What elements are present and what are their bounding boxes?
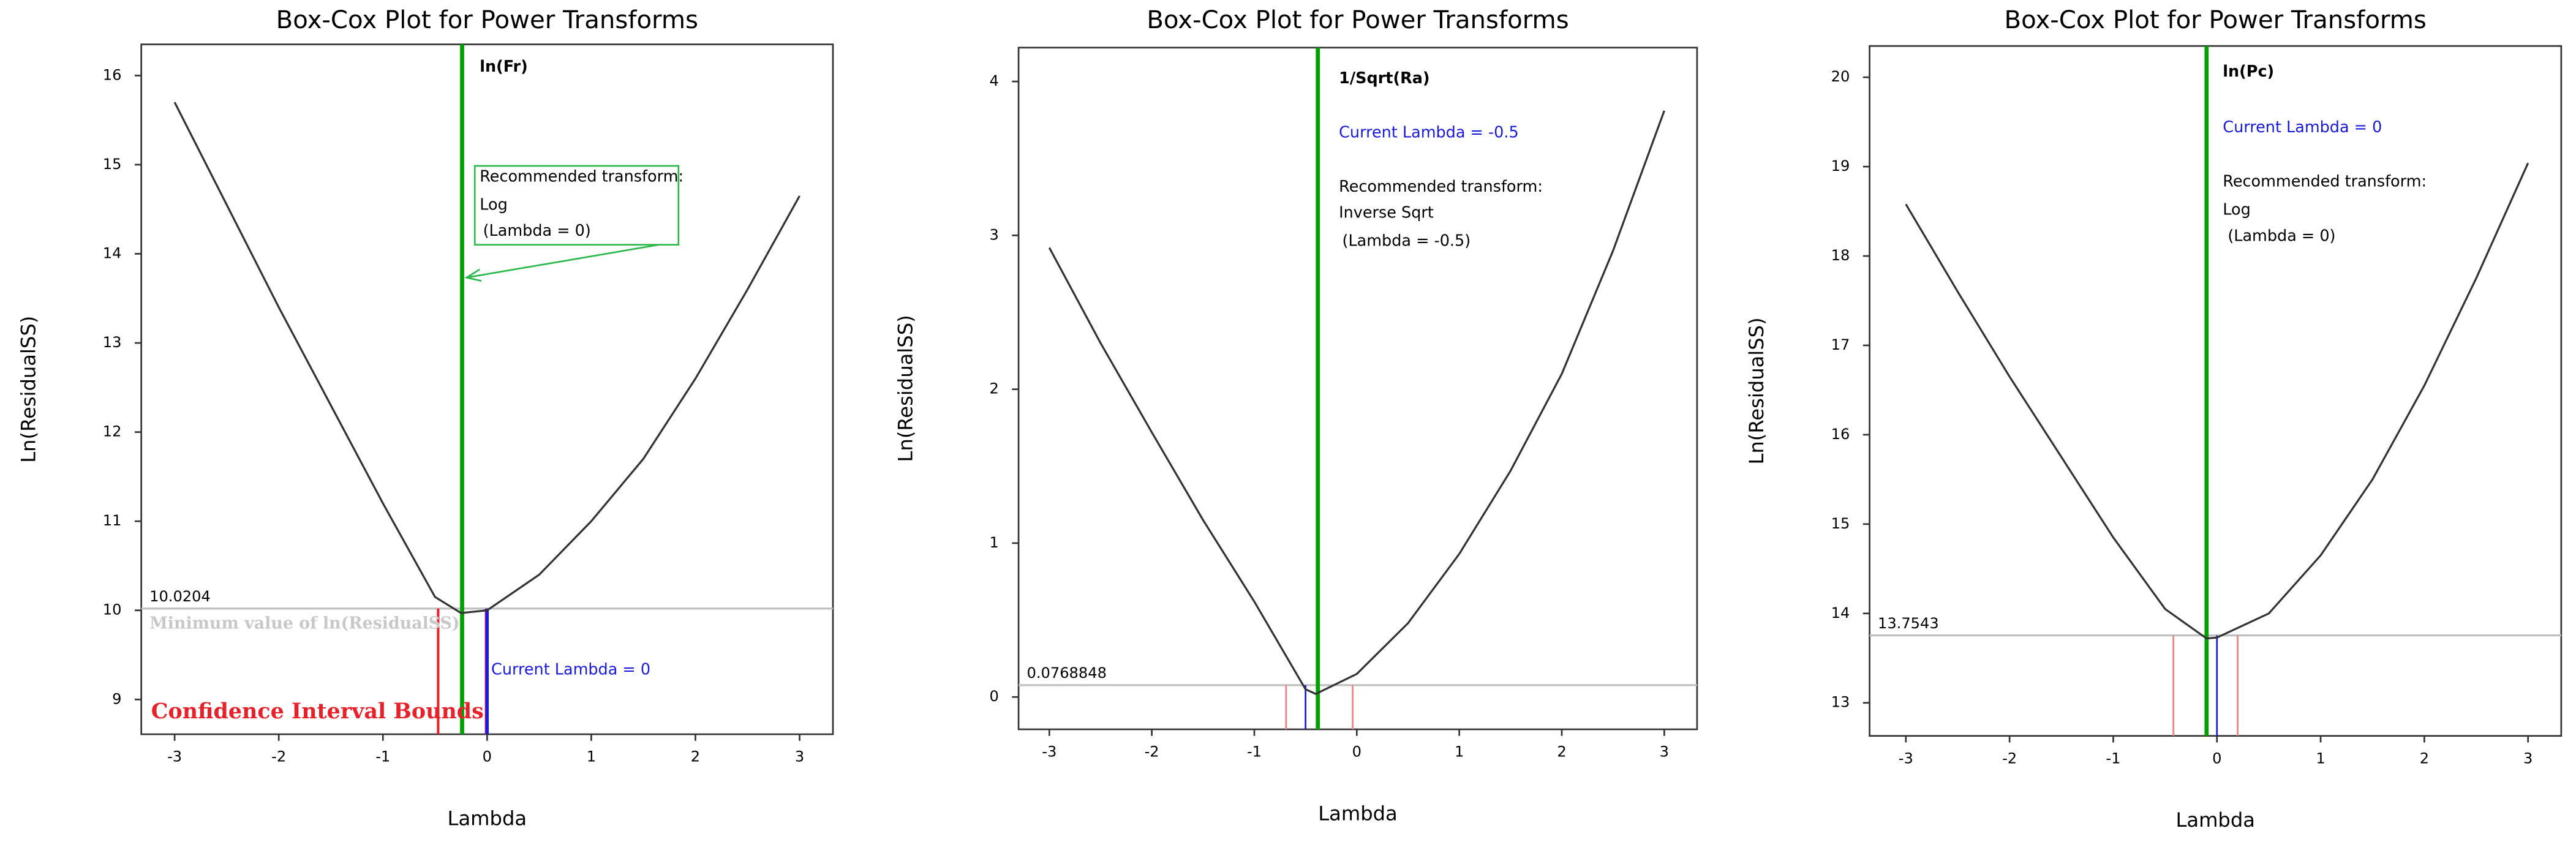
- chart-title: Box-Cox Plot for Power Transforms: [1147, 6, 1569, 34]
- y-tick-label: 12: [103, 423, 122, 440]
- recommend-transform: Log: [2223, 200, 2250, 219]
- min-label: Minimum value of ln(ResidualSS): [149, 614, 460, 633]
- x-tick-label: -3: [1042, 743, 1056, 761]
- y-axis-label: Ln(ResidualSS): [894, 315, 917, 462]
- y-tick-label: 0: [990, 688, 999, 705]
- current-lambda-label: Current Lambda = 0: [491, 660, 650, 678]
- recommend-lambda: (Lambda = -0.5): [1343, 231, 1471, 250]
- x-tick-label: 3: [795, 748, 804, 765]
- recommend-transform: Log: [480, 195, 508, 214]
- boxcox-curve: [1905, 162, 2529, 640]
- y-axis-label: Ln(ResidualSS): [17, 316, 40, 463]
- y-tick-label: 13: [1831, 694, 1850, 711]
- chart: Box-Cox Plot for Power Transforms Lambda L…: [1745, 6, 2563, 832]
- recommend-heading: Recommended transform:: [1339, 178, 1543, 196]
- x-tick-label: 1: [2316, 750, 2325, 767]
- x-tick-label: -1: [1247, 743, 1262, 761]
- response-label: 1/Sqrt(Ra): [1339, 69, 1429, 88]
- y-tick-label: 15: [103, 156, 122, 173]
- x-tick-label: 2: [1557, 743, 1566, 761]
- x-tick-label: 0: [483, 748, 492, 765]
- minimum-value-label: 13.7543: [1878, 615, 1939, 632]
- x-tick-label: -2: [271, 748, 286, 765]
- x-tick-label: 3: [2523, 750, 2533, 767]
- x-tick-label: -3: [167, 748, 182, 765]
- y-tick-label: 3: [990, 226, 999, 243]
- y-tick-label: 13: [103, 334, 122, 351]
- plot-frame: [1869, 45, 2563, 737]
- y-tick-label: 20: [1831, 68, 1850, 85]
- recommend-transform: Inverse Sqrt: [1339, 204, 1434, 222]
- x-tick-label: 2: [2420, 750, 2429, 767]
- chart-3-annotations: ln(Pc) Current Lambda = 0 Recommended tr…: [2223, 62, 2427, 245]
- chart: Box-Cox Plot for Power Transforms Lambda L…: [17, 6, 834, 830]
- response-label: ln(Pc): [2223, 62, 2274, 81]
- x-tick-label: 1: [587, 748, 596, 765]
- plot-frame: [1017, 47, 1698, 731]
- y-tick-label: 1: [990, 534, 999, 551]
- y-tick-label: 11: [103, 512, 122, 529]
- arrow: [466, 244, 659, 279]
- x-axis-label: Lambda: [1318, 802, 1398, 825]
- boxcox-curve: [1048, 110, 1665, 695]
- x-axis-label: Lambda: [448, 807, 527, 830]
- minimum-value-label: 0.0768848: [1026, 664, 1106, 682]
- current-lambda-label: Current Lambda = -0.5: [1339, 123, 1519, 141]
- x-tick-label: -2: [2002, 750, 2017, 767]
- arrow-head: [464, 268, 482, 282]
- recommend-heading: Recommended transform:: [480, 168, 684, 186]
- y-tick-label: 15: [1831, 515, 1850, 532]
- x-tick-label: 2: [691, 748, 700, 765]
- response-label: ln(Fr): [480, 58, 527, 76]
- x-tick-label: 0: [2212, 750, 2221, 767]
- chart: Box-Cox Plot for Power Transforms Lambda L…: [894, 6, 1698, 825]
- y-tick-label: 16: [1831, 426, 1850, 443]
- y-tick-label: 19: [1831, 157, 1850, 175]
- y-tick-label: 16: [103, 66, 122, 83]
- minimum-value-label: 10.0204: [149, 588, 211, 605]
- recommend-lambda: (Lambda = 0): [483, 222, 591, 240]
- x-tick-label: 1: [1455, 743, 1464, 761]
- current-lambda-label: Current Lambda = 0: [2223, 118, 2382, 137]
- ci-label: Confidence Interval Bounds: [151, 699, 484, 724]
- y-tick-label: 2: [990, 380, 999, 397]
- y-tick-label: 18: [1831, 247, 1850, 264]
- chart-title: Box-Cox Plot for Power Transforms: [276, 6, 698, 34]
- x-tick-label: -3: [1899, 750, 1913, 767]
- chart-title: Box-Cox Plot for Power Transforms: [2005, 6, 2427, 34]
- x-tick-label: 0: [1352, 743, 1361, 761]
- y-tick-label: 17: [1831, 336, 1850, 353]
- x-tick-label: -1: [375, 748, 390, 765]
- recommend-lambda: (Lambda = 0): [2228, 227, 2335, 245]
- y-tick-label: 10: [103, 601, 122, 618]
- x-tick-label: -1: [2106, 750, 2120, 767]
- recommend-box: [473, 165, 680, 246]
- y-tick-label: 14: [1831, 604, 1850, 622]
- x-tick-label: 3: [1660, 743, 1669, 761]
- boxcox-curve: [173, 102, 800, 614]
- y-tick-label: 4: [990, 72, 999, 89]
- x-axis-label: Lambda: [2175, 808, 2255, 832]
- x-tick-label: -2: [1145, 743, 1159, 761]
- chart-1-annotations: ln(Fr) Recommended transform: Log (Lambd…: [149, 58, 684, 724]
- y-tick-label: 9: [112, 690, 121, 707]
- chart-2-annotations: 1/Sqrt(Ra) Current Lambda = -0.5 Recomme…: [1339, 69, 1543, 250]
- y-tick-label: 14: [103, 244, 122, 261]
- recommend-heading: Recommended transform:: [2223, 173, 2427, 191]
- y-axis-label: Ln(ResidualSS): [1745, 317, 1768, 464]
